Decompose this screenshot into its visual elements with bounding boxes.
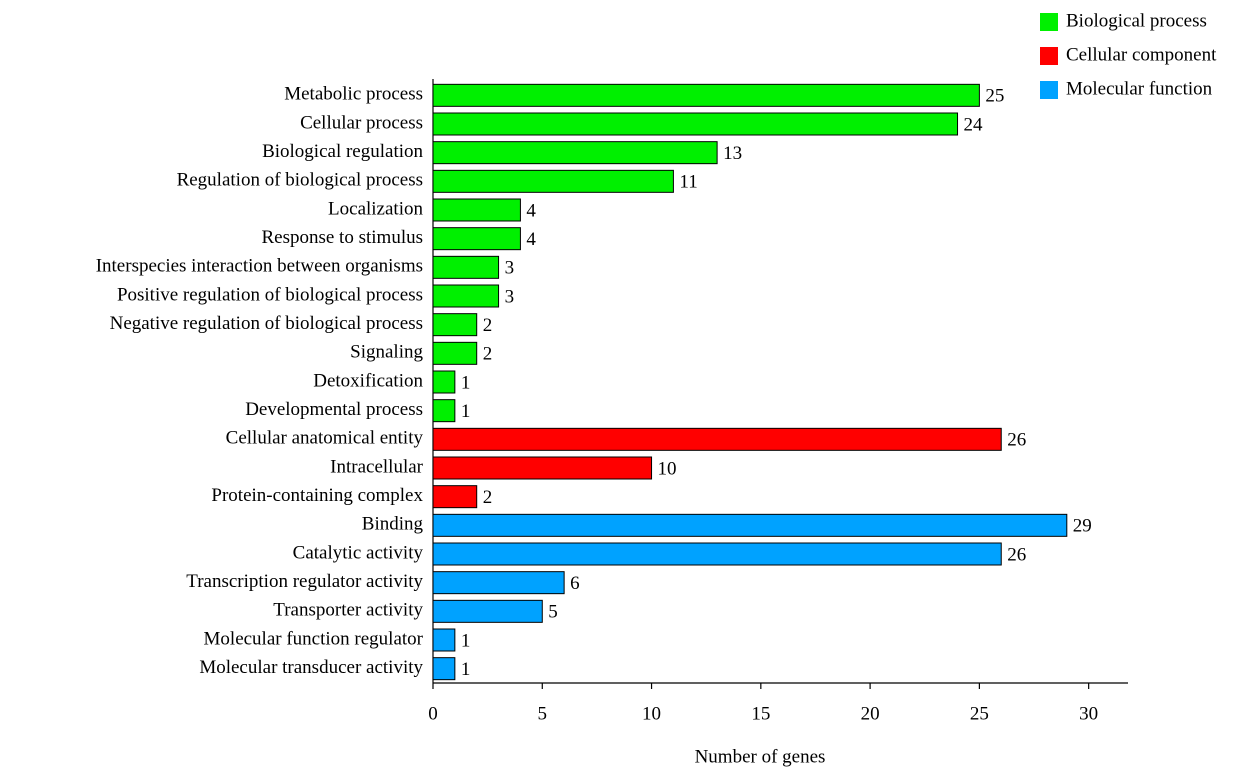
data-label: 26 bbox=[1007, 430, 1026, 451]
legend-label: Cellular component bbox=[1066, 44, 1217, 65]
bar bbox=[432, 198, 521, 222]
bar bbox=[432, 141, 718, 165]
y-tick-label: Metabolic process bbox=[284, 84, 423, 105]
y-tick-label: Cellular anatomical entity bbox=[226, 428, 424, 449]
data-label: 10 bbox=[658, 458, 677, 479]
data-label: 11 bbox=[679, 172, 697, 193]
data-label: 4 bbox=[526, 229, 536, 250]
y-tick-label: Molecular transducer activity bbox=[199, 657, 423, 678]
y-tick-label: Negative regulation of biological proces… bbox=[110, 313, 423, 334]
x-tick-label: 20 bbox=[861, 703, 880, 724]
data-label: 5 bbox=[548, 602, 558, 623]
y-tick-label: Response to stimulus bbox=[261, 227, 423, 248]
bar bbox=[432, 83, 980, 107]
legend-label: Molecular function bbox=[1066, 78, 1213, 99]
y-tick-label: Signaling bbox=[350, 342, 423, 363]
y-tick-label: Developmental process bbox=[245, 399, 423, 420]
x-tick-label: 25 bbox=[970, 703, 989, 724]
bar bbox=[432, 399, 456, 423]
bar bbox=[432, 456, 653, 480]
data-label: 24 bbox=[964, 114, 984, 135]
legend-swatch bbox=[1040, 81, 1058, 99]
bar bbox=[432, 284, 500, 308]
data-label: 3 bbox=[505, 258, 515, 279]
y-tick-label: Binding bbox=[362, 514, 424, 535]
y-tick-label: Protein-containing complex bbox=[211, 485, 423, 506]
bar bbox=[432, 255, 500, 279]
data-label: 26 bbox=[1007, 544, 1026, 565]
bar bbox=[432, 542, 1002, 566]
data-label: 4 bbox=[526, 200, 536, 221]
y-tick-label: Transporter activity bbox=[273, 600, 423, 621]
x-tick-label: 30 bbox=[1079, 703, 1098, 724]
data-label: 2 bbox=[483, 344, 493, 365]
data-label: 25 bbox=[985, 86, 1004, 107]
y-tick-label: Biological regulation bbox=[262, 141, 423, 162]
y-tick-label: Transcription regulator activity bbox=[186, 571, 423, 592]
y-tick-label: Molecular function regulator bbox=[204, 628, 424, 649]
data-label: 1 bbox=[461, 401, 471, 422]
y-tick-label: Localization bbox=[328, 198, 423, 219]
x-tick-label: 10 bbox=[642, 703, 661, 724]
bar bbox=[432, 313, 478, 337]
bar bbox=[432, 427, 1002, 451]
y-tick-label: Detoxification bbox=[313, 370, 423, 391]
y-tick-label: Intracellular bbox=[330, 456, 424, 477]
data-label: 13 bbox=[723, 143, 742, 164]
legend-swatch bbox=[1040, 13, 1058, 31]
bar bbox=[432, 370, 456, 394]
bar bbox=[432, 485, 478, 509]
x-tick-label: 0 bbox=[428, 703, 438, 724]
y-tick-label: Cellular process bbox=[300, 112, 423, 133]
bar bbox=[432, 599, 543, 623]
bar bbox=[432, 227, 521, 251]
legend-swatch bbox=[1040, 47, 1058, 65]
y-tick-label: Positive regulation of biological proces… bbox=[117, 284, 423, 305]
data-label: 29 bbox=[1073, 516, 1092, 537]
data-label: 2 bbox=[483, 315, 493, 336]
bar bbox=[432, 571, 565, 595]
y-tick-label: Catalytic activity bbox=[293, 542, 424, 563]
bar bbox=[432, 341, 478, 365]
data-label: 1 bbox=[461, 630, 471, 651]
data-label: 3 bbox=[505, 286, 515, 307]
bar bbox=[432, 112, 959, 136]
bar bbox=[432, 628, 456, 652]
bar bbox=[432, 169, 674, 193]
data-label: 2 bbox=[483, 487, 493, 508]
data-label: 6 bbox=[570, 573, 580, 594]
x-tick-label: 15 bbox=[751, 703, 770, 724]
bar bbox=[432, 657, 456, 681]
bar bbox=[432, 513, 1068, 537]
x-axis-label: Number of genes bbox=[695, 746, 826, 767]
legend-label: Biological process bbox=[1066, 10, 1207, 31]
data-label: 1 bbox=[461, 372, 471, 393]
x-tick-label: 5 bbox=[538, 703, 548, 724]
data-label: 1 bbox=[461, 659, 471, 680]
y-tick-label: Regulation of biological process bbox=[177, 170, 423, 191]
y-tick-label: Interspecies interaction between organis… bbox=[96, 256, 423, 277]
